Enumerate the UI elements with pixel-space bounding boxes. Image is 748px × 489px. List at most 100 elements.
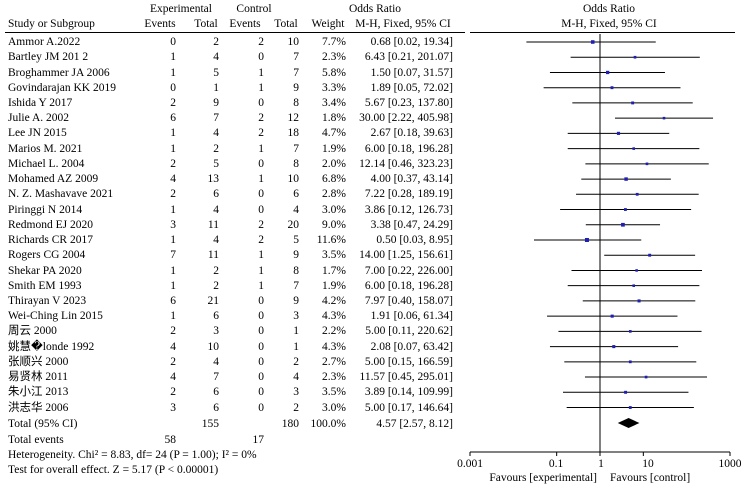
study-weight: 4.3%: [322, 310, 346, 323]
effect-marker: [635, 269, 638, 272]
study-weight: 2.0%: [322, 157, 346, 170]
study-weight: 4.2%: [322, 294, 346, 307]
exp-total: 5: [213, 157, 219, 170]
ctrl-events: 0: [258, 401, 264, 414]
study-name: Rogers CG 2004: [8, 249, 86, 262]
header-method: M-H, Fixed, 95% CI: [355, 18, 451, 30]
effect-marker: [632, 147, 636, 150]
header-plot-title: Odds Ratio: [582, 3, 636, 15]
ctrl-events: 2: [258, 234, 264, 246]
exp-total: 3: [213, 325, 219, 338]
exp-events: 4: [170, 340, 176, 353]
study-weight: 5.8%: [322, 66, 346, 79]
ctrl-events: 0: [258, 325, 264, 338]
ctrl-total: 8: [293, 96, 299, 109]
study-name: Ishida Y 2017: [8, 96, 73, 109]
study-or-ci: 5.00 [0.15, 166.59]: [364, 355, 453, 368]
study-name: 易贤林 2011: [8, 371, 68, 384]
study-or-ci: 2.08 [0.07, 63.42]: [370, 340, 453, 353]
effect-marker: [590, 40, 595, 44]
x-tick-label: 0.001: [457, 458, 483, 470]
study-or-ci: 0.50 [0.03, 8.95]: [376, 234, 453, 246]
ctrl-total: 1: [293, 325, 299, 338]
study-name: Smith EM 1993: [8, 279, 82, 292]
effect-marker: [635, 192, 639, 196]
ctrl-total: 6: [293, 188, 299, 201]
study-or-ci: 6.00 [0.18, 196.28]: [364, 142, 453, 155]
exp-total: 6: [213, 310, 219, 323]
overall-effect-text: Test for overall effect. Z = 5.17 (P < 0…: [8, 464, 219, 476]
ctrl-events: 1: [258, 66, 264, 79]
ctrl-events: 0: [258, 203, 264, 216]
study-weight: 1.9%: [322, 279, 346, 292]
study-or-ci: 7.97 [0.40, 158.07]: [364, 294, 453, 307]
effect-marker: [624, 208, 627, 211]
study-or-ci: 7.00 [0.22, 226.00]: [364, 264, 453, 277]
study-weight: 11.6%: [316, 234, 346, 246]
exp-total: 13: [207, 173, 220, 186]
exp-events: 1: [170, 203, 176, 216]
effect-marker: [633, 55, 637, 59]
study-weight: 1.8%: [322, 112, 346, 125]
exp-total: 21: [207, 294, 220, 307]
exp-events: 3: [170, 218, 176, 231]
ctrl-events: 1: [258, 142, 264, 155]
header-study: Study or Subgroup: [8, 18, 95, 30]
study-or-ci: 4.00 [0.37, 43.14]: [370, 173, 453, 186]
study-weight: 2.7%: [322, 355, 346, 368]
study-or-ci: 0.68 [0.02, 19.34]: [370, 36, 453, 48]
exp-events: 2: [170, 355, 176, 368]
study-weight: 3.0%: [322, 401, 346, 414]
study-name: Michael L. 2004: [8, 157, 85, 170]
exp-events: 0: [170, 81, 176, 94]
ctrl-events: 0: [258, 371, 264, 384]
study-name: Richards CR 2017: [8, 234, 93, 246]
effect-marker: [628, 360, 632, 364]
total-events-exp: 58: [164, 434, 177, 446]
study-weight: 4.7%: [322, 127, 346, 140]
study-or-ci: 3.89 [0.14, 109.99]: [364, 386, 453, 399]
ctrl-total: 7: [293, 279, 299, 292]
ctrl-total: 8: [293, 157, 299, 170]
study-or-ci: 3.86 [0.12, 126.73]: [364, 203, 453, 216]
ctrl-total: 9: [293, 81, 299, 94]
exp-events: 1: [170, 51, 176, 64]
exp-total: 4: [213, 355, 219, 368]
study-name: N. Z. Mashavave 2021: [8, 188, 114, 201]
ctrl-total: 4: [293, 203, 299, 216]
exp-total: 4: [213, 203, 219, 216]
exp-total: 7: [213, 112, 219, 125]
study-or-ci: 11.57 [0.45, 295.01]: [359, 371, 453, 384]
study-or-ci: 6.00 [0.18, 196.28]: [364, 279, 453, 292]
ctrl-total: 7: [293, 66, 299, 79]
study-name: 洪志华 2006: [8, 401, 69, 414]
exp-events: 2: [170, 325, 176, 338]
study-weight: 2.3%: [322, 51, 346, 64]
study-weight: 2.8%: [322, 188, 346, 201]
ctrl-total: 3: [293, 310, 299, 323]
study-name: Bartley JM 201 2: [8, 51, 89, 64]
exp-events: 1: [170, 66, 176, 79]
effect-marker: [631, 101, 635, 105]
effect-marker: [610, 314, 614, 318]
heterogeneity-text: Heterogeneity. Chi² = 8.83, df= 24 (P = …: [8, 449, 257, 461]
study-or-ci: 5.67 [0.23, 137.80]: [364, 96, 453, 109]
exp-total: 1: [213, 81, 219, 94]
exp-events: 7: [170, 249, 176, 262]
exp-total: 2: [213, 279, 219, 292]
exp-events: 4: [170, 371, 176, 384]
exp-total: 6: [213, 401, 219, 414]
exp-events: 2: [170, 386, 176, 399]
x-tick-label: 1: [598, 458, 604, 470]
study-name: Lee JN 2015: [8, 127, 67, 140]
effect-marker: [644, 375, 648, 379]
header-experimental: Experimental: [150, 3, 212, 15]
ctrl-total: 2: [293, 355, 299, 368]
study-name: Marios M. 2021: [8, 142, 83, 155]
ctrl-events: 1: [258, 249, 264, 262]
ctrl-events: 1: [258, 81, 264, 94]
ctrl-total: 4: [293, 371, 299, 384]
ctrl-total: 10: [287, 173, 300, 186]
study-or-ci: 5.00 [0.17, 146.64]: [364, 401, 453, 414]
exp-events: 3: [170, 401, 176, 414]
